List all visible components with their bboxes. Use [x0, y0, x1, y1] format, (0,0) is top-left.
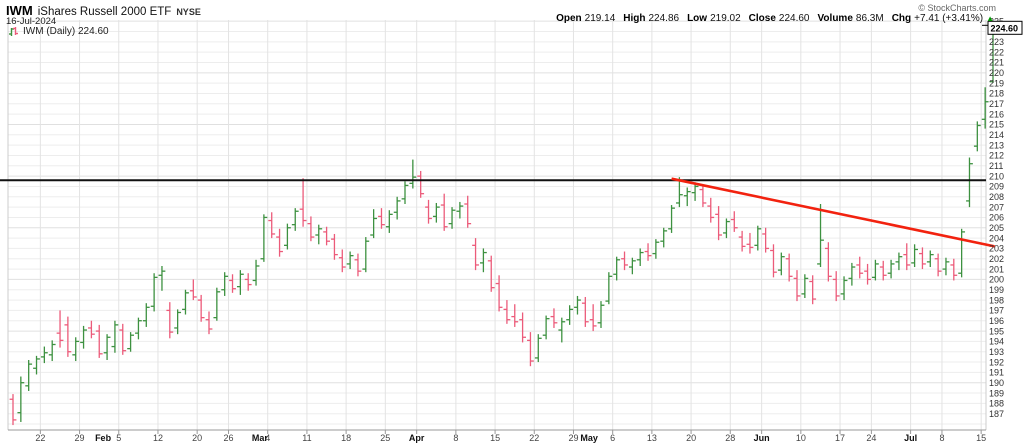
- y-axis-label: 191: [989, 368, 1004, 378]
- legend-chart-icon: [9, 27, 18, 36]
- y-axis-label: 200: [989, 275, 1004, 285]
- x-axis-day-label: 10: [796, 433, 806, 443]
- high-value: 224.86: [648, 13, 680, 24]
- x-axis-day-label: 8: [453, 433, 458, 443]
- y-axis-label: 199: [989, 285, 1004, 295]
- x-axis-day-label: 4: [265, 433, 270, 443]
- x-axis-day-label: 8: [939, 433, 944, 443]
- x-axis-day-label: 20: [192, 433, 202, 443]
- x-axis-day-label: 6: [610, 433, 615, 443]
- y-axis-label: 192: [989, 357, 1004, 367]
- y-axis-label: 212: [989, 151, 1004, 161]
- y-axis-label: 214: [989, 130, 1004, 140]
- x-axis-day-label: 13: [647, 433, 657, 443]
- exchange-label: NYSE: [176, 7, 201, 17]
- y-axis-label: 218: [989, 89, 1004, 99]
- y-axis-label: 197: [989, 306, 1004, 316]
- y-axis-label: 188: [989, 399, 1004, 409]
- y-axis-label: 207: [989, 202, 1004, 212]
- y-axis-label: 215: [989, 120, 1004, 130]
- chart-legend[interactable]: IWM (Daily) 224.60: [8, 26, 109, 37]
- y-axis-label: 190: [989, 378, 1004, 388]
- x-axis-day-label: 20: [686, 433, 696, 443]
- y-axis-label: 206: [989, 213, 1004, 223]
- x-axis-day-label: 29: [75, 433, 85, 443]
- stockcharts-credit: © StockCharts.com: [918, 3, 996, 13]
- low-label: Low: [687, 13, 708, 24]
- y-axis-label: 198: [989, 295, 1004, 305]
- y-axis-label: 221: [989, 58, 1004, 68]
- chart-header: IWM iShares Russell 2000 ETF NYSE: [6, 2, 201, 20]
- x-axis-month-label: Feb: [95, 433, 112, 443]
- y-axis-label: 189: [989, 388, 1004, 398]
- x-axis-day-label: 24: [866, 433, 876, 443]
- y-axis-label: 204: [989, 233, 1004, 243]
- x-axis-day-label: 26: [224, 433, 234, 443]
- x-axis-day-label: 11: [302, 433, 311, 443]
- x-axis-day-label: 12: [153, 433, 163, 443]
- volume-label: Volume: [817, 13, 853, 24]
- security-name: iShares Russell 2000 ETF: [37, 6, 172, 18]
- y-axis-label: 205: [989, 223, 1004, 233]
- x-axis-month-label: May: [580, 433, 598, 443]
- last-price-label: 224.60: [991, 23, 1019, 33]
- quote-summary: Open 219.14 High 224.86 Low 219.02 Close 224.60…: [556, 13, 994, 24]
- legend-text: IWM (Daily) 224.60: [23, 26, 109, 37]
- x-axis-day-label: 15: [976, 433, 986, 443]
- chg-label: Chg: [891, 13, 912, 24]
- y-axis-label: 194: [989, 337, 1004, 347]
- change-up-arrow: ▲: [986, 14, 994, 23]
- high-label: High: [623, 13, 646, 24]
- y-axis-label: 195: [989, 326, 1004, 336]
- y-axis-label: 217: [989, 99, 1004, 109]
- y-axis-label: 196: [989, 316, 1004, 326]
- y-axis-label: 209: [989, 182, 1004, 192]
- chart-date: 16-Jul-2024: [6, 16, 57, 27]
- ticker-symbol: IWM: [6, 3, 33, 18]
- y-axis-label: 213: [989, 140, 1004, 150]
- y-axis-label: 210: [989, 171, 1004, 181]
- trendline: [671, 177, 995, 248]
- close-label: Close: [748, 13, 776, 24]
- y-axis-label: 223: [989, 37, 1004, 47]
- x-axis-day-label: 15: [490, 433, 500, 443]
- open-value: 219.14: [584, 13, 616, 24]
- x-axis-day-label: 18: [341, 433, 351, 443]
- y-axis-label: 216: [989, 109, 1004, 119]
- x-axis-month-label: Mar: [252, 433, 269, 443]
- y-axis-label: 208: [989, 192, 1004, 202]
- y-axis-label: 203: [989, 244, 1004, 254]
- y-axis-label: 220: [989, 68, 1004, 78]
- y-axis-label: 211: [989, 161, 1003, 171]
- y-axis-label: 187: [989, 409, 1004, 419]
- volume-value: 86.3M: [855, 13, 884, 24]
- x-axis-month-label: Jul: [904, 433, 917, 443]
- x-axis-month-label: Jun: [754, 433, 770, 443]
- x-axis-day-label: 22: [529, 433, 539, 443]
- chg-value: +7.41 (+3.41%): [914, 13, 984, 24]
- open-label: Open: [556, 13, 582, 24]
- x-axis-day-label: 28: [725, 433, 735, 443]
- y-axis-label: 219: [989, 78, 1004, 88]
- y-axis-label: 202: [989, 254, 1004, 264]
- y-axis-label: 201: [989, 264, 1004, 274]
- x-axis-day-label: 25: [380, 433, 390, 443]
- y-axis-label: 193: [989, 347, 1004, 357]
- low-value: 219.02: [710, 13, 741, 24]
- last-price-box: [987, 20, 1023, 35]
- x-axis-day-label: 5: [116, 433, 121, 443]
- x-axis-day-label: 17: [835, 433, 845, 443]
- y-axis-label: 222: [989, 47, 1004, 57]
- x-axis-month-label: Apr: [409, 433, 425, 443]
- x-axis-day-label: 22: [35, 433, 45, 443]
- x-axis-day-label: 29: [568, 433, 578, 443]
- close-value: 224.60: [778, 13, 810, 24]
